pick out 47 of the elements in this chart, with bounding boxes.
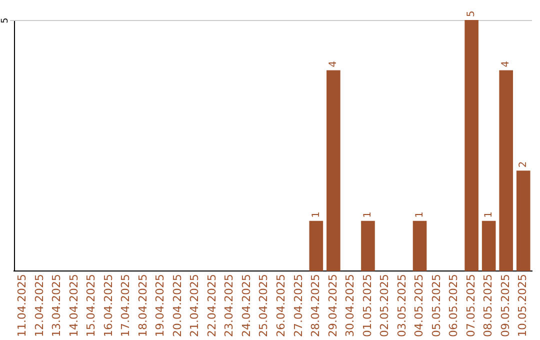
x-tick-label: 17.04.2025 — [119, 274, 132, 338]
data-label: 4 — [500, 60, 512, 68]
data-label: 4 — [328, 60, 340, 68]
x-tick-label: 25.04.2025 — [257, 274, 270, 338]
x-tick-label: 29.04.2025 — [326, 274, 340, 338]
x-tick-label: 28.04.2025 — [309, 274, 322, 338]
bar — [412, 220, 427, 272]
x-tick-label: 12.04.2025 — [32, 274, 46, 338]
x-tick-label: 15.04.2025 — [84, 274, 98, 338]
bar — [482, 220, 496, 272]
data-label: 5 — [466, 10, 478, 17]
bar — [499, 70, 514, 272]
x-tick-label: 13.04.2025 — [50, 274, 64, 338]
x-tick-label: 06.05.2025 — [447, 274, 460, 338]
x-tick-label: 09.05.2025 — [498, 274, 512, 338]
data-label: 1 — [414, 211, 426, 218]
x-tick-label: 03.05.2025 — [395, 274, 408, 338]
x-tick-label: 27.04.2025 — [292, 274, 305, 338]
x-tick-label: 22.04.2025 — [205, 274, 218, 338]
bar — [361, 220, 375, 272]
ref-line-label: 5 — [0, 18, 10, 24]
x-tick-label: 30.04.2025 — [344, 274, 357, 338]
x-tick-label: 21.04.2025 — [188, 274, 202, 338]
bar — [326, 70, 340, 272]
data-label: 2 — [518, 161, 529, 168]
x-tick-label: 05.05.2025 — [430, 274, 443, 338]
x-tick-label: 11.04.2025 — [15, 274, 28, 338]
x-tick-label: 20.04.2025 — [170, 274, 184, 338]
bar — [516, 170, 530, 272]
x-tick-label: 14.04.2025 — [67, 274, 80, 338]
x-tick-label: 08.05.2025 — [482, 274, 495, 338]
x-tick-label: 10.05.2025 — [516, 274, 530, 338]
x-tick-label: 16.04.2025 — [102, 274, 115, 338]
bar — [309, 220, 324, 272]
bar — [464, 20, 478, 272]
data-label: 1 — [362, 211, 374, 218]
x-tick-label: 23.04.2025 — [222, 274, 236, 338]
data-label: 1 — [310, 211, 322, 218]
x-tick-label: 26.04.2025 — [274, 274, 288, 338]
x-tick-label: 18.04.2025 — [136, 274, 150, 338]
x-tick-label: 07.05.2025 — [464, 274, 478, 338]
x-tick-label: 04.05.2025 — [412, 274, 426, 338]
data-label: 1 — [483, 211, 494, 218]
x-tick-label: 02.05.2025 — [378, 274, 392, 338]
x-tick-label: 24.04.2025 — [240, 274, 253, 338]
x-tick-label: 19.04.2025 — [154, 274, 167, 338]
x-tick-label: 01.05.2025 — [360, 274, 374, 338]
